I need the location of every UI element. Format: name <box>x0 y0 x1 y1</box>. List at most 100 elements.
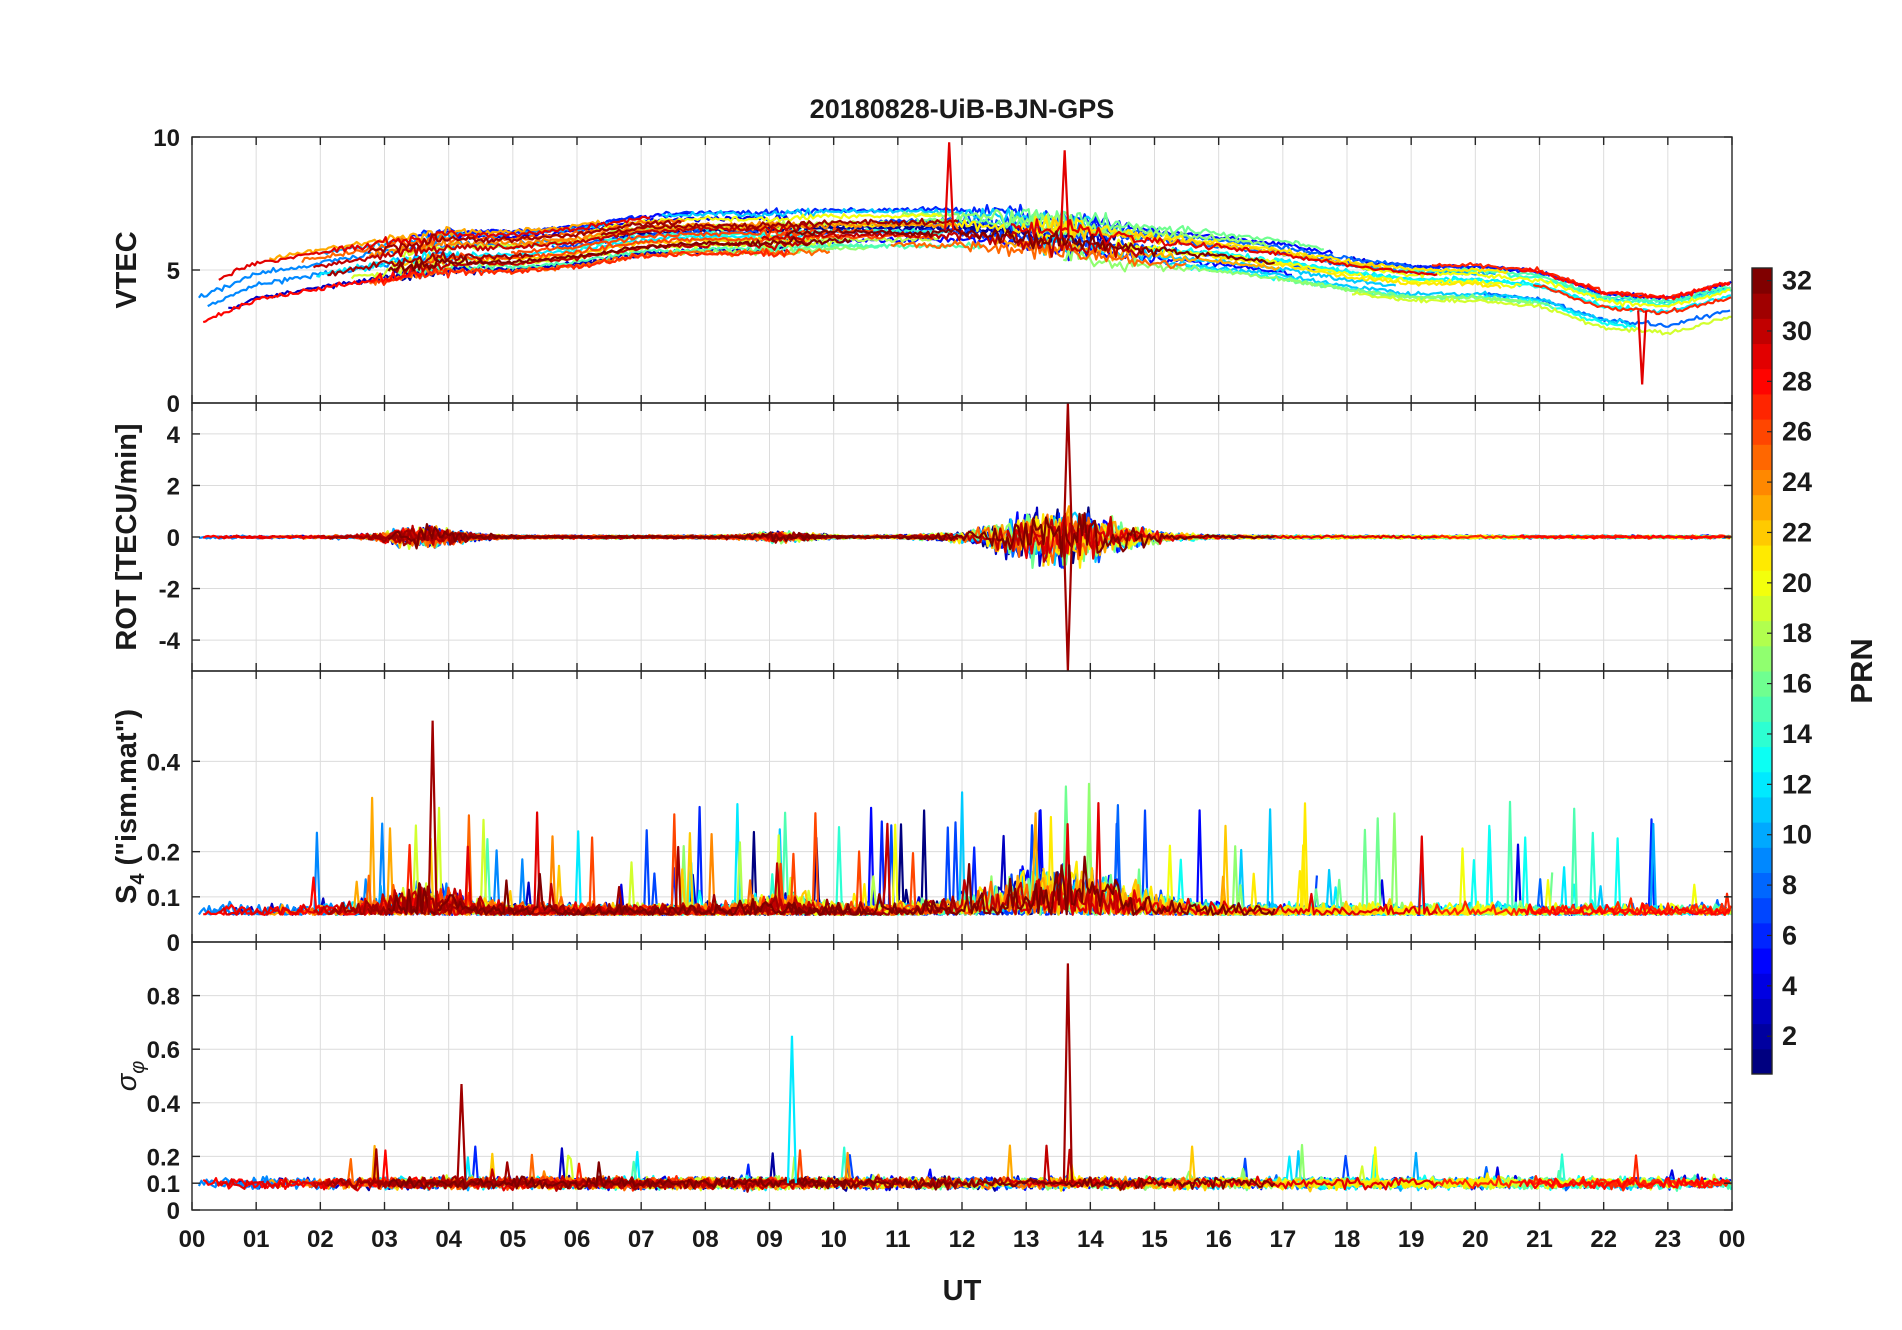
colorbar-tick-label: 4 <box>1782 971 1797 1001</box>
y-tick-label: 0 <box>167 930 180 957</box>
series-dip <box>1637 310 1648 385</box>
x-tick-label: 08 <box>692 1226 719 1253</box>
colorbar-cell <box>1752 545 1772 571</box>
series-line-prn-1 <box>614 226 817 240</box>
panel-x-ticks <box>191 403 1733 671</box>
colorbar-cell <box>1752 419 1772 445</box>
series-line-prn-31 <box>600 217 959 236</box>
colorbar-cell <box>1752 645 1772 672</box>
colorbar-tick-label: 18 <box>1782 618 1812 648</box>
y-tick-label: 0.8 <box>147 984 180 1011</box>
colorbar-tick-label: 10 <box>1782 820 1812 850</box>
x-tick-label: 02 <box>307 1226 334 1253</box>
colorbar-cell <box>1752 444 1772 470</box>
colorbar-cell <box>1752 771 1772 798</box>
y-axis-label-subscript: φ <box>127 1061 149 1074</box>
x-tick-label: 16 <box>1205 1226 1232 1253</box>
series-line-prn-20 <box>589 212 942 232</box>
colorbar-cell <box>1752 570 1772 596</box>
series-line-prn-32 <box>387 523 851 550</box>
y-axis-label-subscript: 4 <box>127 873 149 885</box>
colorbar-cell <box>1752 343 1772 370</box>
series-dip <box>1062 536 1073 671</box>
series-line-prn-15 <box>397 242 889 280</box>
x-axis-label: UT <box>943 1275 982 1307</box>
panel-vtec: 0 5 10 VTEC <box>111 125 1733 418</box>
colorbar-tick-label: 30 <box>1782 316 1812 346</box>
series-line-prn-11 <box>661 207 1092 230</box>
series-line-prn-28 <box>1518 1176 1731 1190</box>
y-tick-label: 0 <box>167 1198 180 1225</box>
colorbar-tick-label: 14 <box>1782 719 1812 749</box>
x-tick-label: 18 <box>1334 1226 1361 1253</box>
series-line-prn-27 <box>370 247 791 286</box>
y-tick-label: 0.2 <box>147 1144 180 1171</box>
series-line-prn-26 <box>510 226 874 256</box>
panel-sigma: 00.10.2 0.4 0.6 0.8 σφ <box>111 941 1733 1225</box>
colorbar-cell <box>1752 847 1772 873</box>
series-line-prn-32 <box>785 1176 1276 1191</box>
colorbar-tick-label: 20 <box>1782 568 1812 598</box>
x-tick-label: 13 <box>1013 1226 1040 1253</box>
colorbar-cell <box>1752 368 1772 395</box>
colorbar-cell <box>1752 746 1772 773</box>
panel-x-ticks <box>191 942 1733 1210</box>
series-line-prn-28 <box>1519 534 1731 540</box>
colorbar-cell <box>1752 318 1772 345</box>
y-axis-label: VTEC <box>111 231 143 308</box>
y-tick-label: 0.1 <box>147 885 180 912</box>
chart-title: 20180828-UiB-BJN-GPS <box>810 94 1115 124</box>
series-line-prn-30 <box>312 222 817 269</box>
colorbar-cell <box>1752 897 1772 924</box>
y-tick-label: 0.6 <box>147 1037 180 1064</box>
colorbar-cell <box>1752 922 1772 949</box>
colorbar-tick-label: 32 <box>1782 266 1812 296</box>
x-tick-label: 22 <box>1590 1226 1617 1253</box>
series-line-prn-19 <box>1351 291 1732 336</box>
x-tick-label: 05 <box>499 1226 526 1253</box>
colorbar-tick-label: 26 <box>1782 417 1812 447</box>
y-axis-label: ROT [TECU/min] <box>111 423 143 650</box>
x-tick-label: 23 <box>1654 1226 1681 1253</box>
panel-rot: -4 -2 0 2 4 ROT [TECU/min] <box>111 402 1733 672</box>
y-axis-label: S4 ("ism.mat") <box>111 709 149 904</box>
panel-series <box>197 1143 1732 1193</box>
colorbar-cell <box>1752 721 1772 748</box>
series-line-prn-17 <box>900 208 1269 248</box>
x-tick-label: 21 <box>1526 1226 1553 1253</box>
x-tick-label: 07 <box>628 1226 655 1253</box>
x-tick-label: 00 <box>179 1226 206 1253</box>
colorbar-cell <box>1752 393 1772 420</box>
colorbar-cell <box>1752 1023 1772 1050</box>
colorbar-label: PRN <box>1844 638 1879 703</box>
x-tick-label: 09 <box>756 1226 783 1253</box>
colorbar-cell <box>1752 293 1772 319</box>
y-tick-label: 0 <box>167 391 180 418</box>
colorbar-cell <box>1752 620 1772 647</box>
colorbar-cell <box>1752 973 1772 999</box>
series-line-prn-32 <box>387 1161 851 1190</box>
colorbar-cell <box>1752 822 1772 848</box>
colorbar-cell <box>1752 872 1772 899</box>
series-line-prn-32 <box>387 872 852 916</box>
x-tick-label: 15 <box>1141 1226 1168 1253</box>
x-tick-label: 06 <box>564 1226 591 1253</box>
series-line-prn-21 <box>1031 215 1509 275</box>
y-axis-label-main: σ <box>111 1072 143 1091</box>
series-peak <box>1062 403 1073 538</box>
panel-series <box>197 203 1732 336</box>
series-line-prn-32 <box>387 236 852 272</box>
y-tick-label: 0.1 <box>147 1171 180 1198</box>
series-line-prn-29 <box>1010 802 1439 916</box>
series-line-prn-28 <box>202 266 423 324</box>
colorbar-cell <box>1752 494 1772 521</box>
series-line-prn-31 <box>327 883 534 916</box>
series-peak <box>786 1035 798 1184</box>
x-tick-label: 11 <box>885 1226 910 1253</box>
x-tick-labels: 00 01 02 03 04 05 06 07 08 09 10 11 12 13 14 15 16 17 18 19… <box>179 1226 1746 1253</box>
colorbar-cell <box>1752 948 1772 974</box>
colorbar-tick-label: 6 <box>1782 920 1797 950</box>
series-line-prn-31 <box>367 219 682 254</box>
